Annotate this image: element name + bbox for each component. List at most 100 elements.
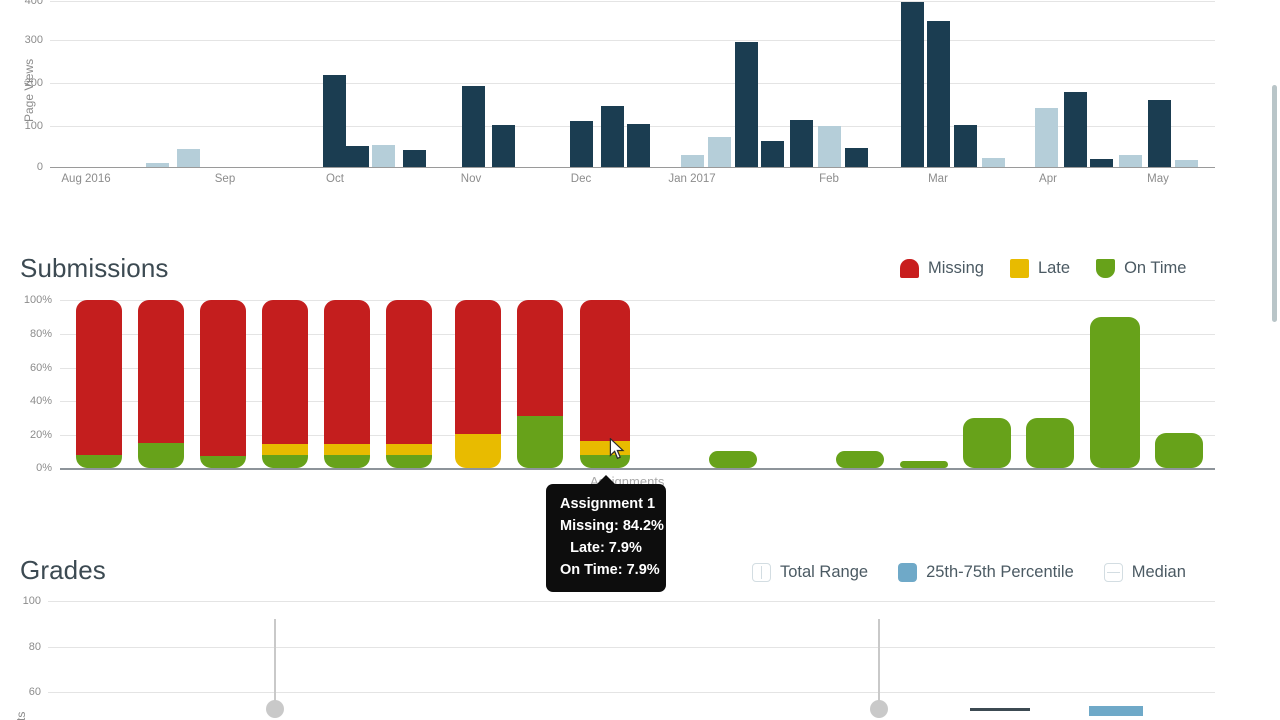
gridline: [60, 368, 1215, 369]
page-views-bar[interactable]: [627, 124, 650, 167]
tooltip-missing: Missing: 84.2%: [560, 518, 664, 534]
grades-chart: Grades Total Range 25th-75th Percentile …: [0, 545, 1280, 720]
segment-missing: [200, 300, 246, 457]
page-views-bar-group: [0, 0, 1280, 167]
submissions-bar[interactable]: [138, 300, 184, 468]
grades-ytick-100: 100: [22, 595, 41, 607]
legend-item-total-range[interactable]: Total Range: [752, 563, 868, 582]
submissions-bar[interactable]: [1155, 432, 1203, 468]
segment-on-time: [836, 451, 884, 468]
page-views-bar[interactable]: [901, 2, 924, 167]
segment-missing: [517, 300, 563, 416]
page-views-bar[interactable]: [1175, 159, 1198, 167]
page-views-bar[interactable]: [570, 120, 593, 167]
page-views-bar[interactable]: [177, 149, 200, 167]
segment-on-time: [1090, 316, 1140, 468]
page-views-xtick: Oct: [326, 173, 344, 185]
submissions-bar[interactable]: [324, 300, 370, 468]
segment-on-time: [324, 454, 370, 468]
page-views-xtick: Sep: [214, 173, 236, 185]
grades-title: Grades: [20, 555, 106, 585]
page-views-bar[interactable]: [708, 137, 731, 167]
pv-ytick-0: 0: [36, 161, 43, 173]
submissions-bar[interactable]: [262, 300, 308, 468]
page-views-bar[interactable]: [790, 119, 813, 167]
submissions-bar[interactable]: [1090, 316, 1140, 468]
submissions-bar[interactable]: [900, 461, 948, 468]
page-views-bar[interactable]: [601, 106, 624, 167]
legend-label-missing: Missing: [928, 259, 984, 277]
submissions-bar[interactable]: [709, 451, 757, 468]
legend-item-missing[interactable]: Missing: [900, 259, 984, 278]
gridline: [60, 334, 1215, 335]
page-views-bar[interactable]: [681, 154, 704, 167]
segment-late: [455, 434, 501, 468]
page-views-bar[interactable]: [346, 145, 369, 167]
gridline: [60, 401, 1215, 402]
page-views-bar[interactable]: [1148, 100, 1171, 167]
vertical-scrollbar-thumb[interactable]: [1272, 85, 1277, 322]
tooltip-late: Late: 7.9%: [570, 540, 642, 556]
segment-on-time: [517, 415, 563, 468]
sub-ytick-100: 100%: [23, 294, 52, 306]
submissions-title: Submissions: [20, 253, 169, 283]
page-views-bar[interactable]: [1119, 154, 1142, 167]
segment-on-time: [262, 454, 308, 468]
gridline: [48, 647, 1215, 648]
submissions-bar[interactable]: [517, 300, 563, 468]
segment-on-time: [1155, 432, 1203, 468]
page-views-bar[interactable]: [954, 124, 977, 167]
page-views-bar[interactable]: [982, 157, 1005, 167]
page-views-bar[interactable]: [818, 125, 841, 167]
page-views-bar[interactable]: [146, 163, 169, 167]
page-views-bar[interactable]: [1064, 92, 1087, 167]
grades-total-range-whisker[interactable]: [878, 619, 880, 704]
tooltip-title: Assignment 1: [560, 496, 656, 512]
page-views-xtick: Apr: [1039, 173, 1057, 185]
page-views-bar[interactable]: [927, 20, 950, 167]
submissions-bar[interactable]: [200, 300, 246, 468]
page-views-bar[interactable]: [462, 86, 485, 167]
page-views-bar[interactable]: [1090, 159, 1113, 167]
page-views-bar[interactable]: [403, 149, 426, 167]
pv-ytick-100: 100: [24, 120, 43, 132]
submissions-bar[interactable]: [1026, 417, 1074, 468]
grades-median-line[interactable]: [970, 708, 1030, 712]
submissions-bar[interactable]: [76, 300, 122, 468]
legend-label-total-range: Total Range: [780, 563, 869, 581]
segment-missing: [455, 300, 501, 435]
total-range-swatch-icon: [752, 563, 771, 582]
segment-late: [324, 444, 370, 455]
page-views-bar[interactable]: [735, 42, 758, 167]
grades-range-endpoint[interactable]: [266, 699, 284, 718]
page-views-bar[interactable]: [1035, 108, 1058, 167]
grades-percentile-box[interactable]: [1089, 705, 1143, 716]
vertical-scrollbar-track[interactable]: [1270, 0, 1280, 720]
grades-total-range-whisker[interactable]: [274, 619, 276, 704]
page-views-bar[interactable]: [492, 124, 515, 167]
gridline: [50, 40, 1215, 41]
ontime-swatch-icon: [1096, 259, 1116, 278]
segment-missing: [262, 300, 308, 445]
segment-on-time: [1026, 417, 1074, 468]
sub-ytick-80: 80%: [29, 328, 52, 340]
segment-missing: [324, 300, 370, 445]
page-views-bar[interactable]: [323, 74, 346, 167]
page-views-xtick: Feb: [819, 173, 839, 185]
submissions-bar[interactable]: [386, 300, 432, 468]
page-views-bar[interactable]: [761, 140, 784, 167]
submissions-bar[interactable]: [963, 417, 1011, 468]
grades-ytick-80: 80: [28, 641, 41, 653]
legend-item-on-time[interactable]: On Time: [1096, 259, 1186, 278]
submissions-bar[interactable]: [836, 451, 884, 468]
submissions-bar[interactable]: [455, 300, 501, 468]
segment-missing: [138, 300, 184, 443]
segment-on-time: [386, 454, 432, 468]
page-views-bar[interactable]: [372, 145, 395, 167]
segment-late: [386, 444, 432, 455]
legend-item-late[interactable]: Late: [1009, 259, 1070, 278]
page-views-bar[interactable]: [845, 148, 868, 167]
legend-item-median[interactable]: Median: [1103, 563, 1186, 582]
legend-item-percentile[interactable]: 25th-75th Percentile: [898, 563, 1074, 582]
grades-range-endpoint[interactable]: [870, 699, 888, 718]
